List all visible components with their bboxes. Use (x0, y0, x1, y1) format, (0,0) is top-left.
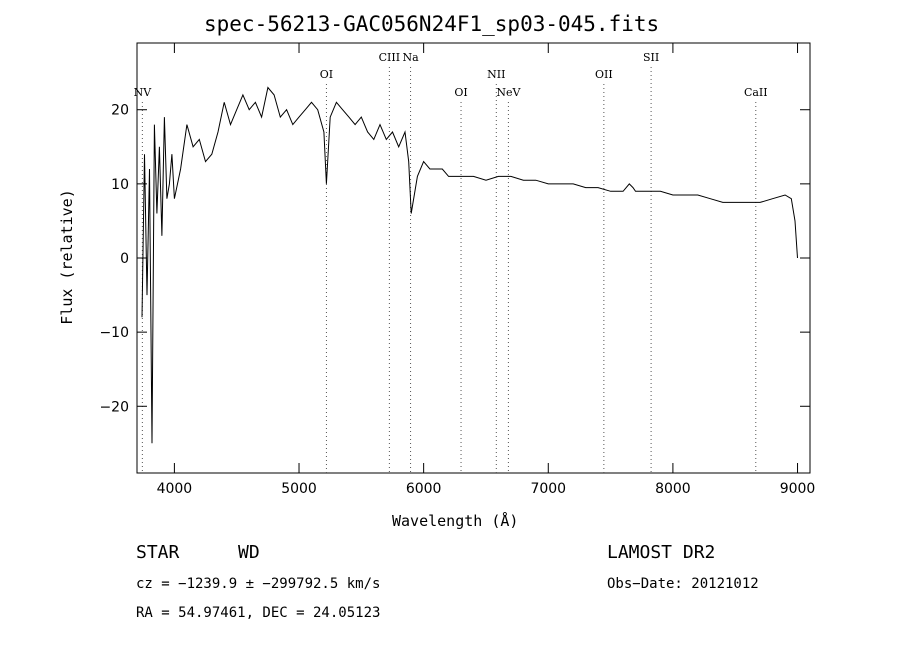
chart-title: spec-56213-GAC056N24F1_sp03-045.fits (204, 12, 660, 36)
line-marker-label: CIII (379, 51, 400, 64)
line-marker-label: CaII (744, 86, 768, 99)
x-tick-label: 6000 (406, 481, 442, 497)
x-tick-label: 5000 (281, 481, 317, 497)
line-marker-label: SII (643, 51, 659, 64)
x-tick-label: 8000 (655, 481, 691, 497)
object-subclass: WD (238, 542, 260, 563)
coordinates: RA = 54.97461, DEC = 24.05123 (136, 605, 381, 621)
x-tick-label: 9000 (780, 481, 816, 497)
x-tick-label: 4000 (157, 481, 193, 497)
line-marker-label: OII (595, 68, 613, 81)
y-tick-label: −10 (99, 325, 129, 341)
y-tick-label: 10 (111, 177, 129, 193)
line-marker-label: OI (454, 86, 467, 99)
spectrum-line (141, 86, 798, 444)
redshift-text: cz = −1239.9 ± −299792.5 km/s (136, 576, 381, 592)
line-marker-label: OI (320, 68, 333, 81)
y-tick-label: 20 (111, 103, 129, 119)
y-axis-label: Flux (relative) (58, 189, 76, 325)
survey-name: LAMOST DR2 (607, 542, 716, 563)
object-class: STAR (136, 542, 180, 563)
line-marker-label: NV (134, 86, 153, 99)
obs-date: Obs−Date: 20121012 (607, 576, 759, 592)
line-marker-label: Na (402, 51, 419, 64)
y-tick-label: 0 (120, 251, 129, 267)
line-markers: NV OI CIII Na OI NII NeV OII SII CaII (134, 51, 768, 473)
axis-ticks: 4000 5000 6000 7000 8000 9000 −20 −10 0 10 20 (99, 43, 815, 497)
line-marker-label: NeV (496, 86, 521, 99)
x-tick-label: 7000 (530, 481, 566, 497)
line-marker-label: NII (487, 68, 505, 81)
y-tick-label: −20 (99, 399, 129, 415)
x-axis-label: Wavelength (Å) (392, 512, 519, 530)
